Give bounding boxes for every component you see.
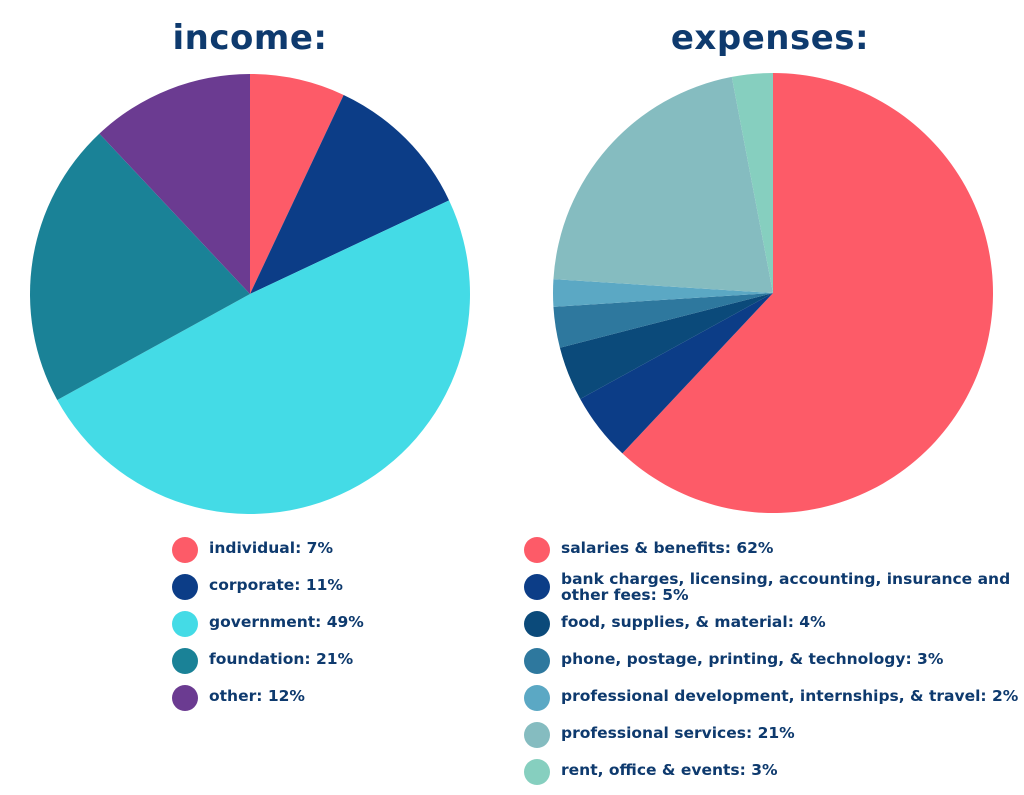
expenses-legend-label: professional development, internships, &… [561, 687, 1019, 705]
income-legend-swatch [172, 537, 198, 563]
income-legend-label: individual: 7% [209, 539, 333, 557]
expenses-slice-2 [559, 293, 773, 399]
income-pie-chart [30, 74, 470, 514]
expenses-legend-swatch [524, 537, 550, 563]
expenses-slice-1 [580, 293, 773, 454]
income-chart-title: income: [172, 18, 328, 58]
expenses-slice-4 [553, 279, 773, 307]
expenses-slice-5 [553, 76, 773, 293]
expenses-legend-label: salaries & benefits: 62% [561, 539, 774, 557]
income-legend-swatch [172, 685, 198, 711]
expenses-legend-label: phone, postage, printing, & technology: … [561, 650, 944, 668]
income-legend-label: other: 12% [209, 687, 305, 705]
expenses-legend-swatch [524, 722, 550, 748]
expenses-legend-swatch [524, 574, 550, 600]
income-legend-swatch [172, 611, 198, 637]
expenses-slice-0 [622, 73, 993, 513]
expenses-legend-swatch [524, 611, 550, 637]
income-slice-3 [30, 133, 250, 400]
expenses-legend-swatch [524, 648, 550, 674]
expenses-legend-label: bank charges, licensing, accounting, ins… [561, 570, 1011, 604]
income-slice-1 [250, 94, 450, 294]
income-slice-4 [99, 74, 251, 294]
income-legend-label: corporate: 11% [209, 576, 343, 594]
expenses-legend-swatch [524, 759, 550, 785]
income-legend-swatch [172, 574, 198, 600]
income-legend-label: foundation: 21% [209, 650, 354, 668]
expenses-pie-chart [553, 73, 993, 513]
income-legend-swatch [172, 648, 198, 674]
expenses-slice-3 [553, 293, 773, 348]
income-slice-0 [250, 74, 344, 294]
expenses-slice-6 [731, 73, 773, 293]
expenses-legend-swatch [524, 685, 550, 711]
expenses-chart-title: expenses: [670, 18, 870, 58]
expenses-legend-label: food, supplies, & material: 4% [561, 613, 826, 631]
expenses-legend-label: professional services: 21% [561, 724, 795, 742]
income-slice-2 [57, 200, 470, 514]
expenses-legend-label: rent, office & events: 3% [561, 761, 778, 779]
income-legend-label: government: 49% [209, 613, 364, 631]
